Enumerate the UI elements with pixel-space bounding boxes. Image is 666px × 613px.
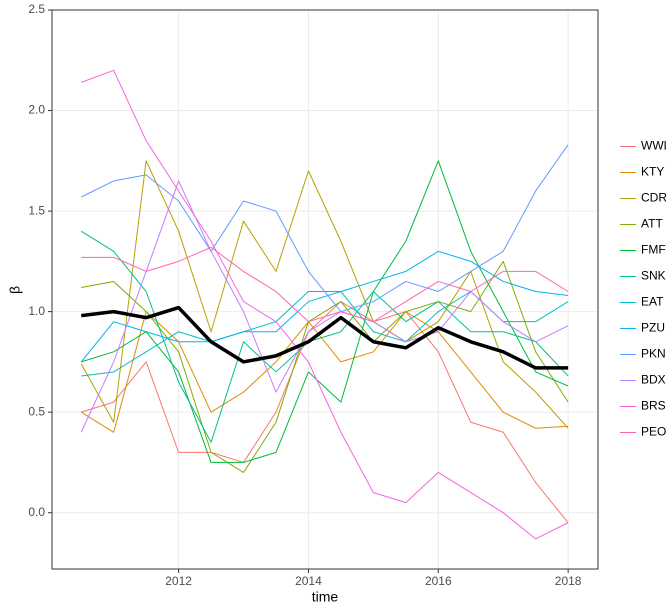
legend-label: FMF (641, 243, 666, 257)
legend-label: PEO (641, 425, 666, 439)
legend-label: KTY (641, 165, 664, 179)
legend-label: BDX (641, 373, 666, 387)
series-line (80, 311, 569, 433)
series-line (80, 230, 569, 443)
x-tick-label: 2014 (295, 574, 322, 588)
y-tick-label: 2.5 (28, 2, 45, 16)
series-line (81, 69, 569, 540)
y-tick-label: 0.0 (28, 505, 45, 519)
legend-label: PKN (641, 347, 666, 361)
y-tick-label: 0.5 (28, 404, 45, 418)
y-tick-label: 2.0 (28, 103, 45, 117)
panel-border (51, 9, 599, 570)
x-tick-label: 2012 (165, 574, 192, 588)
x-axis-title: time (312, 589, 339, 605)
legend-label: BRS (641, 399, 666, 413)
series-line (80, 160, 569, 429)
y-tick-label: 1.0 (28, 304, 45, 318)
legend-label: ATT (641, 217, 663, 231)
series-line (80, 144, 569, 313)
series-line (81, 246, 569, 323)
series-line (80, 250, 569, 363)
legend-label: SNK (641, 269, 666, 283)
legend-label: WWL (641, 139, 666, 153)
y-tick-label: 1.5 (28, 203, 45, 217)
series-line (80, 180, 569, 433)
legend-label: CDR (641, 191, 666, 205)
x-tick-label: 2016 (425, 574, 452, 588)
series-line (81, 260, 569, 473)
mean-line (81, 305, 569, 370)
x-tick-label: 2018 (555, 574, 582, 588)
y-axis-title: β (7, 286, 23, 294)
legend-label: PZU (641, 321, 665, 335)
legend-label: EAT (641, 295, 664, 309)
